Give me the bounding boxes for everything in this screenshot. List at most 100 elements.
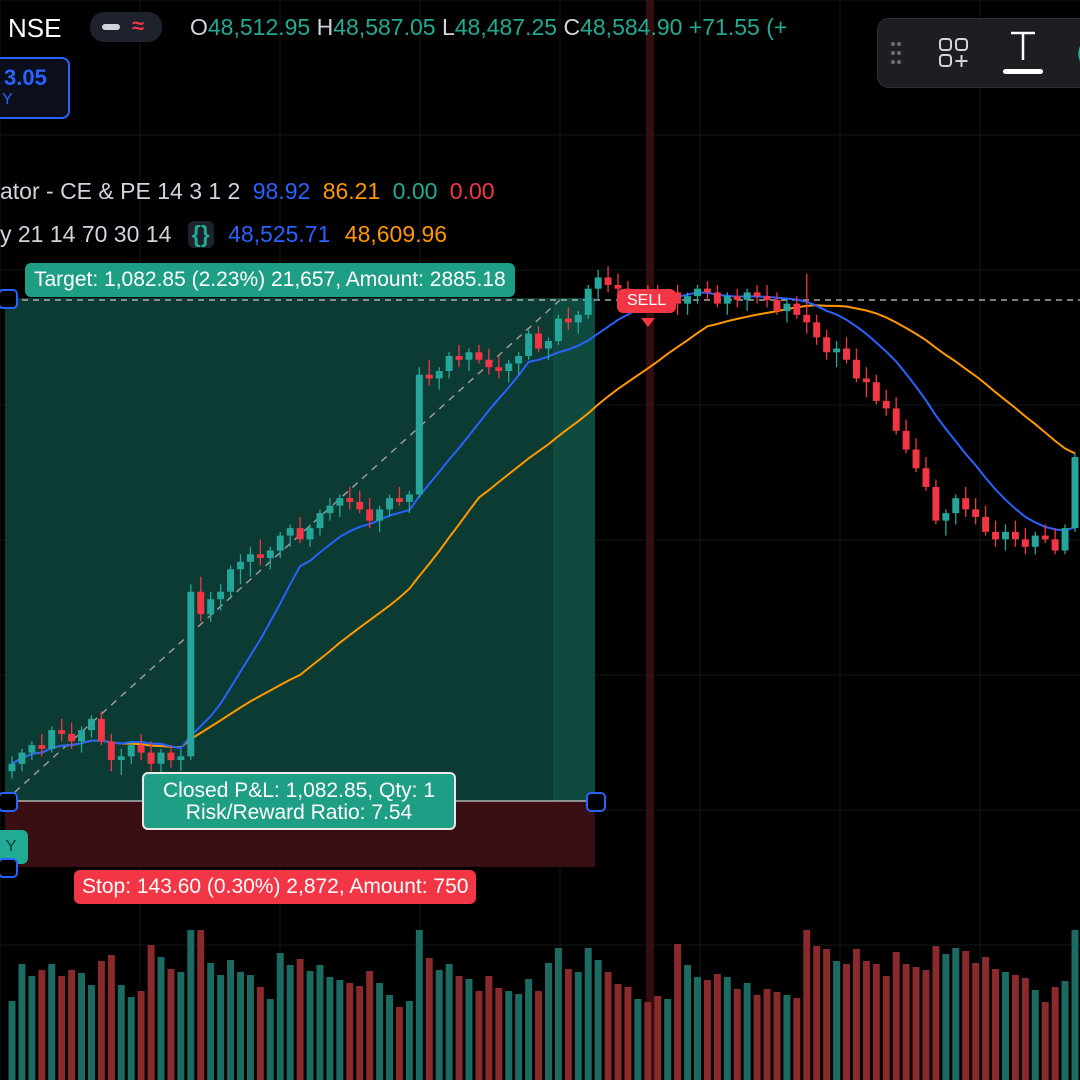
- volume-bar: [922, 970, 930, 1080]
- volume-bar: [1061, 981, 1069, 1080]
- candle-body: [972, 509, 980, 517]
- chart-wave-icon[interactable]: ≈: [132, 13, 145, 38]
- candle-body: [833, 348, 841, 353]
- price-tag-badge[interactable]: 3.05 Y: [0, 57, 70, 119]
- candle-body: [425, 374, 433, 379]
- volume-bar: [18, 964, 26, 1080]
- candle-body: [952, 498, 960, 514]
- volume-bar: [306, 971, 314, 1080]
- candle-body: [356, 501, 364, 510]
- candle-body: [743, 292, 751, 300]
- candle-body: [723, 296, 731, 304]
- candle-body: [882, 400, 890, 409]
- volume-bar: [167, 969, 175, 1080]
- volume-bar: [1031, 990, 1039, 1080]
- stop-handle[interactable]: [0, 858, 18, 878]
- candle-body: [18, 752, 26, 764]
- volume-bar: [882, 976, 890, 1080]
- volume-bar: [197, 930, 205, 1080]
- candle-body: [336, 498, 344, 506]
- pnl-label[interactable]: Closed P&L: 1,082.85, Qty: 1 Risk/Reward…: [142, 772, 456, 830]
- price-tag-value: 3.05: [4, 65, 47, 90]
- entry-handle-right[interactable]: [586, 792, 606, 812]
- pnl-label-line1: Closed P&L: 1,082.85, Qty: 1: [163, 779, 435, 802]
- volume-bar: [1011, 975, 1019, 1080]
- crosshair-vertical: [646, 0, 654, 1080]
- indicator-line-1[interactable]: ator - CE & PE 14 3 1 2 98.92 86.21 0.00…: [0, 178, 495, 205]
- volume-bar: [654, 996, 662, 1080]
- drag-handle-icon[interactable]: [890, 41, 902, 65]
- volume-bar: [564, 969, 572, 1080]
- candle-body: [535, 333, 543, 349]
- fire-icon[interactable]: [1074, 39, 1080, 74]
- candle-body: [544, 341, 552, 349]
- indicator-2-name: y 21 14 70 30 14: [0, 221, 172, 247]
- candle-body: [97, 718, 105, 742]
- volume-bar: [753, 995, 761, 1080]
- text-tool-icon[interactable]: [1002, 27, 1044, 77]
- sell-marker[interactable]: SELL: [617, 289, 677, 313]
- ohlc-high-key: H: [316, 14, 334, 40]
- target-handle[interactable]: [0, 289, 18, 309]
- indicator-2-value-b: 48,609.96: [344, 221, 448, 247]
- volume-bar: [28, 976, 36, 1080]
- candle-body: [107, 741, 115, 761]
- volume-bar: [634, 999, 642, 1080]
- target-label[interactable]: Target: 1,082.85 (2.23%) 21,657, Amount:…: [25, 263, 515, 297]
- candle-body: [326, 505, 334, 514]
- volume-bar: [68, 970, 76, 1080]
- volume-bar: [1051, 987, 1059, 1080]
- volume-bar: [843, 964, 850, 1080]
- volume-bar: [227, 960, 235, 1080]
- stop-label[interactable]: Stop: 143.60 (0.30%) 2,872, Amount: 750: [74, 870, 477, 904]
- drawing-toolbar[interactable]: [877, 18, 1080, 88]
- braces-icon[interactable]: {}: [187, 221, 214, 248]
- candle-body: [167, 752, 175, 761]
- volume-bar: [435, 970, 443, 1080]
- volume-bar: [217, 975, 225, 1080]
- volume-bar: [237, 972, 244, 1080]
- indicator-toggle-pill[interactable]: ≈: [90, 12, 162, 42]
- volume-bar: [713, 974, 721, 1080]
- volume-bar: [604, 972, 612, 1080]
- candle-body: [28, 745, 36, 753]
- candle-body: [803, 314, 811, 323]
- drag-dash-icon: [102, 24, 120, 30]
- price-tag-sub: Y: [2, 91, 13, 108]
- candle-body: [475, 352, 483, 360]
- volume-bar: [525, 979, 533, 1080]
- candle-body: [992, 531, 1000, 540]
- candle-body: [415, 374, 423, 495]
- volume-bar: [644, 1002, 652, 1080]
- entry-handle-left[interactable]: [0, 792, 18, 812]
- ohlc-change: +71.55 (+: [688, 14, 788, 40]
- candle-body: [733, 296, 741, 300]
- ohlc-low-key: L: [441, 14, 455, 40]
- candle-body: [574, 314, 582, 323]
- target-zone-highlight: [553, 298, 595, 801]
- volume-bar: [147, 945, 155, 1080]
- candle-body: [1061, 528, 1069, 551]
- candle-body: [813, 322, 821, 338]
- volume-bar: [773, 992, 781, 1080]
- volume-bar: [475, 991, 483, 1080]
- volume-bar: [763, 989, 771, 1080]
- volume-bar: [952, 948, 960, 1080]
- volume-bar: [336, 980, 344, 1080]
- add-layout-icon[interactable]: [938, 37, 970, 74]
- indicator-line-2[interactable]: y 21 14 70 30 14 {} 48,525.71 48,609.96: [0, 221, 447, 248]
- volume-bar: [177, 972, 185, 1080]
- volume-bars: [8, 930, 1079, 1080]
- volume-bar: [852, 949, 860, 1080]
- volume-bar: [584, 948, 592, 1080]
- candle-body: [38, 745, 46, 749]
- volume-bar: [1021, 978, 1029, 1080]
- volume-bar: [117, 985, 125, 1080]
- candle-body: [843, 348, 850, 360]
- volume-bar: [674, 944, 682, 1080]
- volume-bar: [694, 977, 701, 1080]
- volume-bar: [38, 970, 46, 1080]
- target-zone[interactable]: [5, 298, 595, 801]
- pnl-label-line2: Risk/Reward Ratio: 7.54: [185, 801, 413, 824]
